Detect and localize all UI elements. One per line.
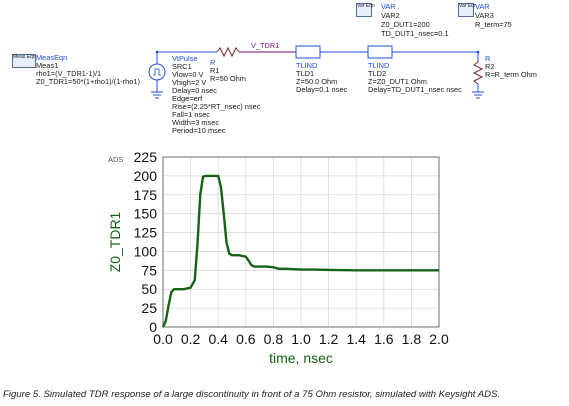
source-param: Fall=1 nsec [172, 110, 210, 119]
source-param: Delay=0 nsec [172, 86, 217, 95]
source-param: Rise=(2.25*RT_nsec) nsec [172, 102, 261, 111]
node-label: V_TDR1 [251, 41, 280, 50]
meas-eqn-name: Meas1 [36, 61, 59, 70]
source-param: Vlow=0 V [172, 70, 204, 79]
source-param: Period=10 msec [172, 126, 226, 135]
pulse-source-waveform [153, 68, 161, 76]
y-tick-label: 150 [134, 206, 158, 222]
tline2-type: TLIND [368, 61, 390, 70]
figure-caption: Figure 5. Simulated TDR response of a la… [3, 389, 501, 400]
resistor-r2-type: R [485, 54, 491, 63]
pulse-source-symbol [148, 63, 166, 81]
chart-grid [162, 156, 440, 328]
x-tick-label: 1.2 [319, 331, 339, 347]
var3-title: VAR [475, 2, 490, 11]
ads-tag: ADS [108, 155, 124, 164]
y-tick-label: 50 [141, 281, 157, 297]
resistor-r1-type: R [210, 58, 216, 67]
y-tick-label: 75 [141, 262, 157, 278]
var3-line-1: R_term=75 [475, 20, 512, 29]
y-tick-label: 225 [134, 149, 158, 165]
tline1-symbol [295, 45, 321, 59]
source-param: Vhigh=2 V [172, 78, 207, 87]
x-tick-label: 0.0 [153, 331, 173, 347]
resistor-r2-name: R2 [485, 62, 495, 71]
tline2-name: TLD2 [368, 69, 387, 78]
node-dot [155, 50, 159, 54]
var2-name: VAR2 [381, 11, 400, 20]
x-tick-label: 0.2 [181, 331, 201, 347]
x-tick-label: 1.8 [402, 331, 422, 347]
resistor-r1-name: R1 [210, 66, 220, 75]
x-tick-labels: 0.0 0.2 0.4 0.6 0.8 1.0 1.2 1.4 1.6 1.8 2.0 [153, 331, 449, 347]
y-tick-label: 25 [141, 300, 157, 316]
meas-eqn-icon[interactable]: Meas Eqn [12, 54, 36, 68]
schematic-wiring [148, 45, 484, 99]
meas-eqn-icon-label: Meas Eqn [13, 54, 36, 60]
x-axis-label: time, nsec [269, 350, 333, 366]
x-tick-label: 0.4 [208, 331, 228, 347]
var2-icon-label: Var Eqn [357, 3, 375, 9]
meas-eqn-title: MeasEqn [36, 53, 68, 62]
tline1-name: TLD1 [296, 69, 315, 78]
var2-line-1: Z0_DUT1=200 [381, 20, 430, 29]
series-line-z0-tdr1 [161, 174, 439, 328]
y-tick-labels: 0 25 50 75 100 125 150 175 200 225 [134, 149, 158, 335]
x-tick-label: 1.0 [291, 331, 311, 347]
y-tick-label: 125 [134, 225, 158, 241]
x-tick-label: 0.8 [264, 331, 284, 347]
resistor-r1-value: R=50 Ohm [210, 74, 246, 83]
y-tick-label: 175 [134, 187, 158, 203]
resistor-r1-symbol [216, 46, 240, 58]
tline2-symbol [367, 45, 393, 59]
source-name: SRC1 [172, 62, 192, 71]
meas-eqn-line-2: Z0_TDR1=50*(1+rho1)/(1-rho1) [36, 77, 140, 86]
var3-name: VAR3 [475, 11, 494, 20]
y-tick-label: 200 [134, 168, 158, 184]
var3-icon-label: Var Eqn [459, 3, 477, 9]
x-tick-label: 0.6 [236, 331, 256, 347]
x-tick-label: 2.0 [429, 331, 449, 347]
source-type: VtPulse [172, 54, 198, 63]
var2-icon[interactable]: Var Eqn [356, 3, 375, 17]
source-param: Width=3 msec [172, 118, 220, 127]
var3-icon[interactable]: Var Eqn [458, 3, 477, 17]
source-param: Edge=erf [172, 94, 203, 103]
ground-icon [472, 91, 484, 99]
var2-line-2: TD_DUT1_nsec=0.1 [381, 29, 449, 38]
resistor-r2-symbol [472, 61, 484, 85]
tline1-delay: Delay=0.1 nsec [296, 85, 348, 94]
tline1-type: TLIND [296, 61, 318, 70]
plot-area-frame [162, 156, 440, 328]
tline2-impedance: Z=Z0_DUT1 Ohm [368, 77, 427, 86]
y-tick-label: 100 [134, 243, 158, 259]
resistor-r2-value: R=R_term Ohm [485, 70, 537, 79]
x-tick-label: 1.6 [374, 331, 394, 347]
ground-icon [151, 91, 163, 99]
tline1-impedance: Z=50.0 Ohm [296, 77, 338, 86]
x-tick-label: 1.4 [346, 331, 366, 347]
node-dot [476, 50, 480, 54]
y-axis-label: Z0_TDR1 [107, 211, 123, 272]
var2-title: VAR [381, 2, 396, 11]
y-tick-label: 0 [149, 319, 157, 335]
meas-eqn-line-1: rho1=(V_TDR1-1)/1 [36, 69, 102, 78]
tline2-delay: Delay=TD_DUT1_nsec nsec [368, 85, 462, 94]
